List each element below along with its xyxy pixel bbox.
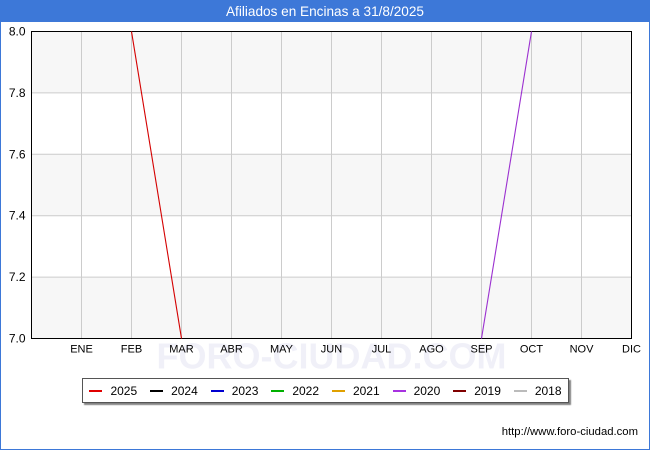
svg-text:FEB: FEB <box>121 344 142 356</box>
svg-text:7.4: 7.4 <box>9 209 26 223</box>
svg-text:7.8: 7.8 <box>9 86 26 100</box>
svg-text:7.0: 7.0 <box>9 332 26 346</box>
svg-text:MAR: MAR <box>169 344 194 356</box>
svg-text:JUL: JUL <box>372 344 392 356</box>
svg-text:8.0: 8.0 <box>9 25 26 39</box>
svg-text:ENE: ENE <box>70 344 93 356</box>
svg-text:AGO: AGO <box>419 344 444 356</box>
svg-text:OCT: OCT <box>520 344 544 356</box>
svg-text:7.6: 7.6 <box>9 147 26 161</box>
svg-text:JUN: JUN <box>321 344 342 356</box>
svg-text:7.2: 7.2 <box>9 270 26 284</box>
svg-text:DIC: DIC <box>622 344 641 356</box>
svg-text:FORO-CIUDAD.COM: FORO-CIUDAD.COM <box>157 336 507 377</box>
svg-text:SEP: SEP <box>470 344 492 356</box>
svg-text:ABR: ABR <box>220 344 243 356</box>
svg-text:MAY: MAY <box>270 344 294 356</box>
svg-text:NOV: NOV <box>570 344 595 356</box>
